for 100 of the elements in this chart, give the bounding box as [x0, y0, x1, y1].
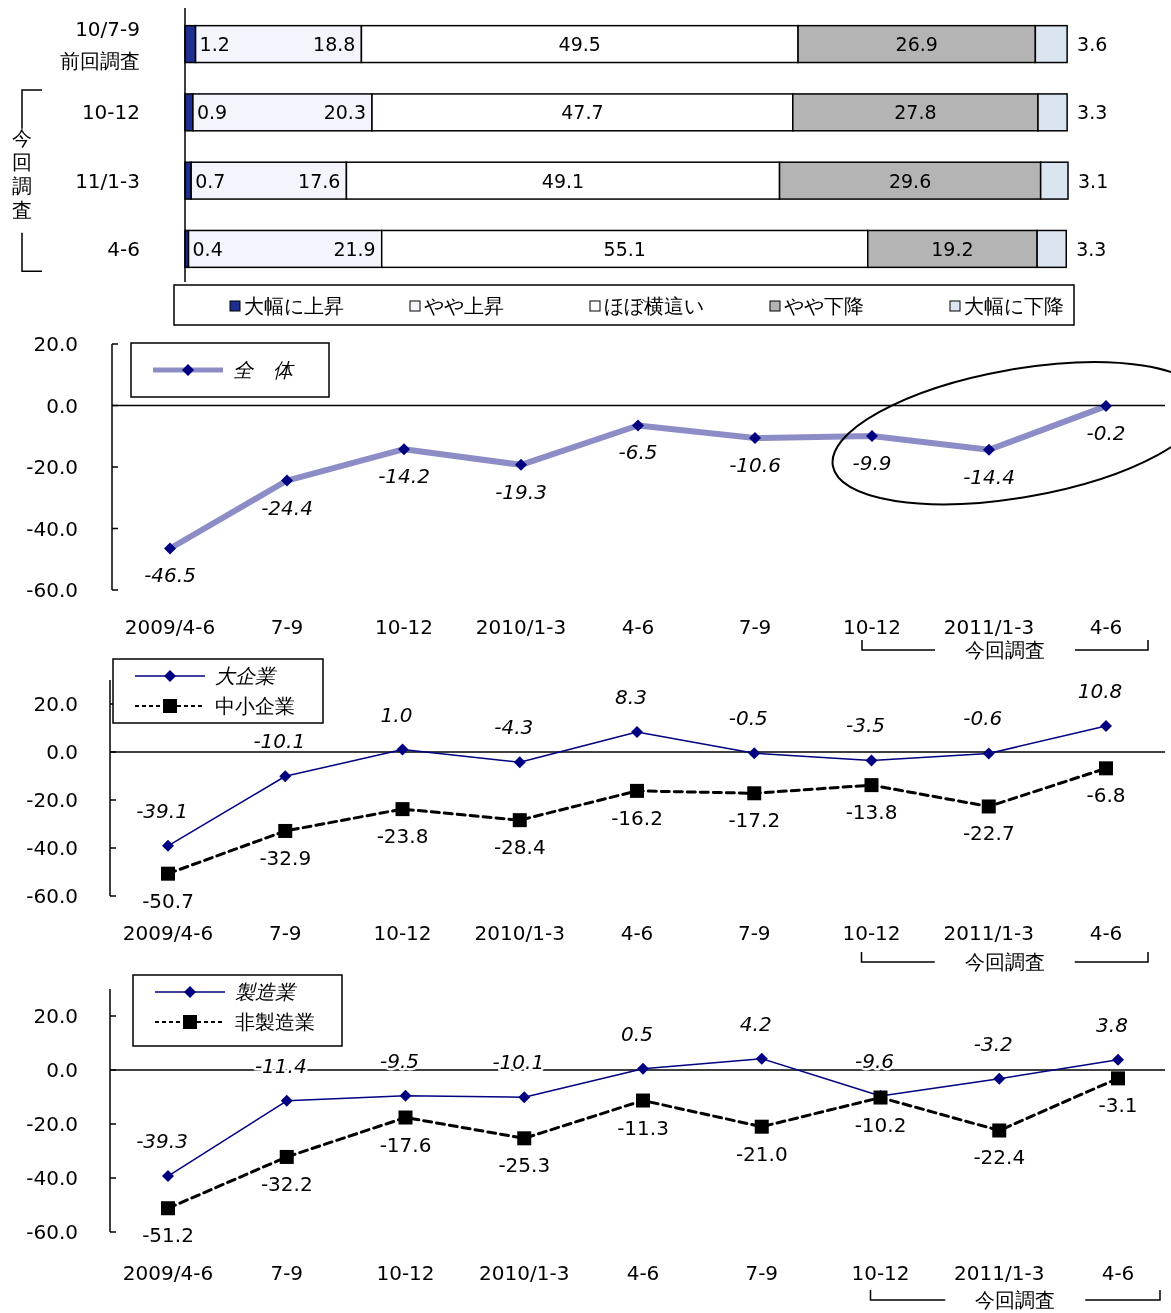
x-tick-label: 2010/1-3	[475, 615, 567, 639]
y-tick-label: 20.0	[33, 1004, 78, 1028]
y-tick-label: -40.0	[26, 1166, 78, 1190]
data-label: -17.2	[728, 808, 781, 833]
data-label: -6.5	[618, 440, 658, 465]
x-tick-label: 2009/4-6	[124, 615, 216, 639]
data-label: 21.9	[333, 237, 376, 260]
text: 今回調査	[964, 950, 1045, 974]
data-label: -10.1	[253, 729, 306, 754]
x-tick-label: 10-12	[842, 615, 902, 639]
x-tick-label: 4-6	[1089, 615, 1123, 639]
y-tick-label: 10-12	[81, 100, 140, 125]
x-tick-label: 10-12	[376, 1261, 435, 1285]
y-tick-label: 4-6	[107, 236, 140, 261]
x-tick-label: 2011/1-3	[943, 921, 1034, 945]
data-label: -46.5	[144, 563, 196, 588]
data-label: 47.7	[561, 101, 604, 124]
data-label: -9.9	[852, 450, 892, 475]
data-label: 26.9	[895, 33, 938, 56]
x-tick-label: 2010/1-3	[474, 921, 565, 945]
data-label: 3.3	[1077, 101, 1108, 124]
x-tick-label: 4-6	[626, 1261, 660, 1285]
x-tick-label: 10-12	[842, 921, 901, 945]
y-tick-label: 0.0	[46, 740, 78, 764]
legend-label: やや上昇	[424, 294, 504, 318]
data-label: 49.5	[558, 33, 601, 56]
x-tick-label: 4-6	[1101, 1261, 1135, 1285]
x-tick-label: 2011/1-3	[954, 1261, 1045, 1285]
data-label: 0.5	[621, 1021, 653, 1046]
x-tick-label: 10-12	[373, 921, 432, 945]
legend-label: 大幅に下降	[964, 294, 1064, 318]
data-label: -0.5	[728, 706, 768, 731]
data-label: -17.6	[379, 1132, 432, 1157]
x-tick-label: 7-9	[745, 1261, 779, 1285]
y-tick-label: -40.0	[26, 516, 78, 541]
data-label: -4.3	[494, 715, 534, 740]
x-tick-label: 4-6	[620, 921, 654, 945]
legend-label: 全 体	[233, 358, 295, 382]
data-label: 10.8	[1077, 679, 1123, 704]
x-tick-label: 2009/4-6	[122, 921, 214, 945]
y-tick-label: 10/7-9 前回調査	[60, 17, 140, 74]
data-label: -3.1	[1098, 1093, 1138, 1118]
data-label: -25.3	[498, 1153, 551, 1178]
data-label: -3.2	[973, 1031, 1013, 1056]
y-tick-label: -60.0	[26, 884, 78, 908]
data-label: 0.9	[196, 101, 228, 124]
y-tick-label: 0.0	[46, 1058, 78, 1082]
data-label: 20.3	[323, 101, 367, 124]
data-label: -51.2	[142, 1223, 194, 1248]
data-label: 19.2	[931, 237, 974, 260]
data-label: -10.2	[854, 1112, 907, 1137]
data-label: -21.0	[735, 1141, 788, 1166]
y-tick-label: -20.0	[26, 788, 78, 812]
text: 今回調査	[12, 125, 32, 222]
data-label: -6.8	[1086, 783, 1126, 808]
x-tick-label: 4-6	[1089, 921, 1123, 945]
data-label: -28.4	[493, 835, 546, 860]
data-label: -39.3	[136, 1129, 188, 1154]
data-label: 55.1	[603, 237, 646, 260]
x-tick-label: 7-9	[270, 615, 304, 639]
legend-label: 大企業	[215, 664, 278, 688]
data-label: -10.6	[729, 453, 781, 478]
data-label: 3.6	[1077, 33, 1108, 56]
data-label: -10.1	[492, 1050, 545, 1075]
data-label: 4.2	[739, 1011, 772, 1036]
y-tick-label: 20.0	[33, 332, 78, 356]
data-label: -14.2	[378, 464, 430, 489]
text: 今回調査	[975, 1288, 1056, 1312]
data-label: 17.6	[298, 169, 341, 192]
data-label: 29.6	[888, 169, 932, 192]
y-tick-label: -60.0	[26, 578, 78, 602]
data-label: -23.8	[376, 824, 429, 849]
data-label: 3.3	[1076, 237, 1107, 260]
data-label: 0.7	[195, 169, 226, 192]
y-tick-label: -20.0	[26, 455, 78, 479]
y-tick-label: 11/1-3	[75, 168, 140, 193]
data-label: -50.7	[142, 888, 194, 913]
data-label: -19.3	[495, 479, 547, 504]
y-tick-label: -40.0	[26, 836, 78, 860]
x-tick-label: 2009/4-6	[122, 1261, 214, 1285]
data-label: 8.3	[615, 685, 647, 710]
y-tick-label: 20.0	[33, 692, 78, 716]
legend-label: やや下降	[784, 294, 864, 318]
data-label: -24.4	[261, 495, 313, 520]
data-label: 18.8	[313, 33, 356, 56]
data-label: -11.3	[617, 1115, 669, 1140]
data-label: -32.2	[260, 1171, 313, 1196]
x-tick-label: 10-12	[851, 1261, 910, 1285]
x-tick-label: 2011/1-3	[943, 615, 1035, 639]
text: 今回調査	[965, 638, 1045, 662]
legend-label: ほぼ横這い	[604, 294, 704, 318]
x-tick-label: 7-9	[270, 1261, 304, 1285]
data-label: 49.1	[541, 169, 585, 192]
x-tick-label: 7-9	[268, 921, 302, 945]
data-label: 1.2	[199, 33, 230, 56]
data-label: 27.8	[894, 101, 937, 124]
y-tick-label: -60.0	[26, 1220, 78, 1244]
data-label: -14.4	[963, 464, 1015, 489]
data-label: -9.5	[379, 1048, 420, 1073]
data-label: 3.8	[1096, 1012, 1128, 1037]
